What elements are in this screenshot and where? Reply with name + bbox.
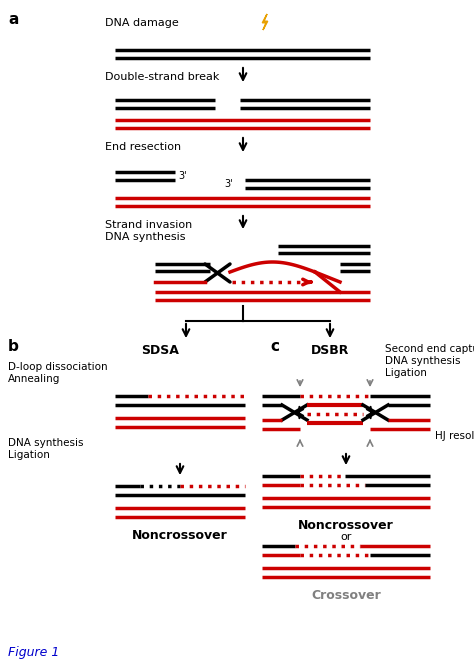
Text: 3': 3' bbox=[224, 179, 233, 189]
Polygon shape bbox=[262, 14, 268, 30]
Text: DNA synthesis: DNA synthesis bbox=[385, 356, 461, 366]
Text: Annealing: Annealing bbox=[8, 374, 60, 384]
Text: 3': 3' bbox=[178, 171, 187, 181]
Text: or: or bbox=[340, 532, 352, 542]
Text: Ligation: Ligation bbox=[385, 368, 427, 378]
Text: End resection: End resection bbox=[105, 142, 181, 152]
Text: Second end capture: Second end capture bbox=[385, 344, 474, 354]
Text: DNA synthesis: DNA synthesis bbox=[105, 232, 185, 242]
Text: b: b bbox=[8, 339, 19, 354]
Text: Figure 1: Figure 1 bbox=[8, 646, 59, 659]
Text: SDSA: SDSA bbox=[141, 344, 179, 357]
Text: DNA synthesis: DNA synthesis bbox=[8, 438, 83, 448]
Text: a: a bbox=[8, 12, 18, 27]
Text: Strand invasion: Strand invasion bbox=[105, 220, 192, 230]
Text: D-loop dissociation: D-loop dissociation bbox=[8, 362, 108, 372]
Text: Noncrossover: Noncrossover bbox=[298, 519, 394, 532]
Text: Noncrossover: Noncrossover bbox=[132, 529, 228, 542]
Text: Double-strand break: Double-strand break bbox=[105, 72, 219, 82]
Text: HJ resolution: HJ resolution bbox=[435, 431, 474, 441]
Text: Ligation: Ligation bbox=[8, 450, 50, 460]
Text: DNA damage: DNA damage bbox=[105, 18, 179, 28]
Text: c: c bbox=[270, 339, 279, 354]
Text: DSBR: DSBR bbox=[311, 344, 349, 357]
Text: Crossover: Crossover bbox=[311, 589, 381, 602]
